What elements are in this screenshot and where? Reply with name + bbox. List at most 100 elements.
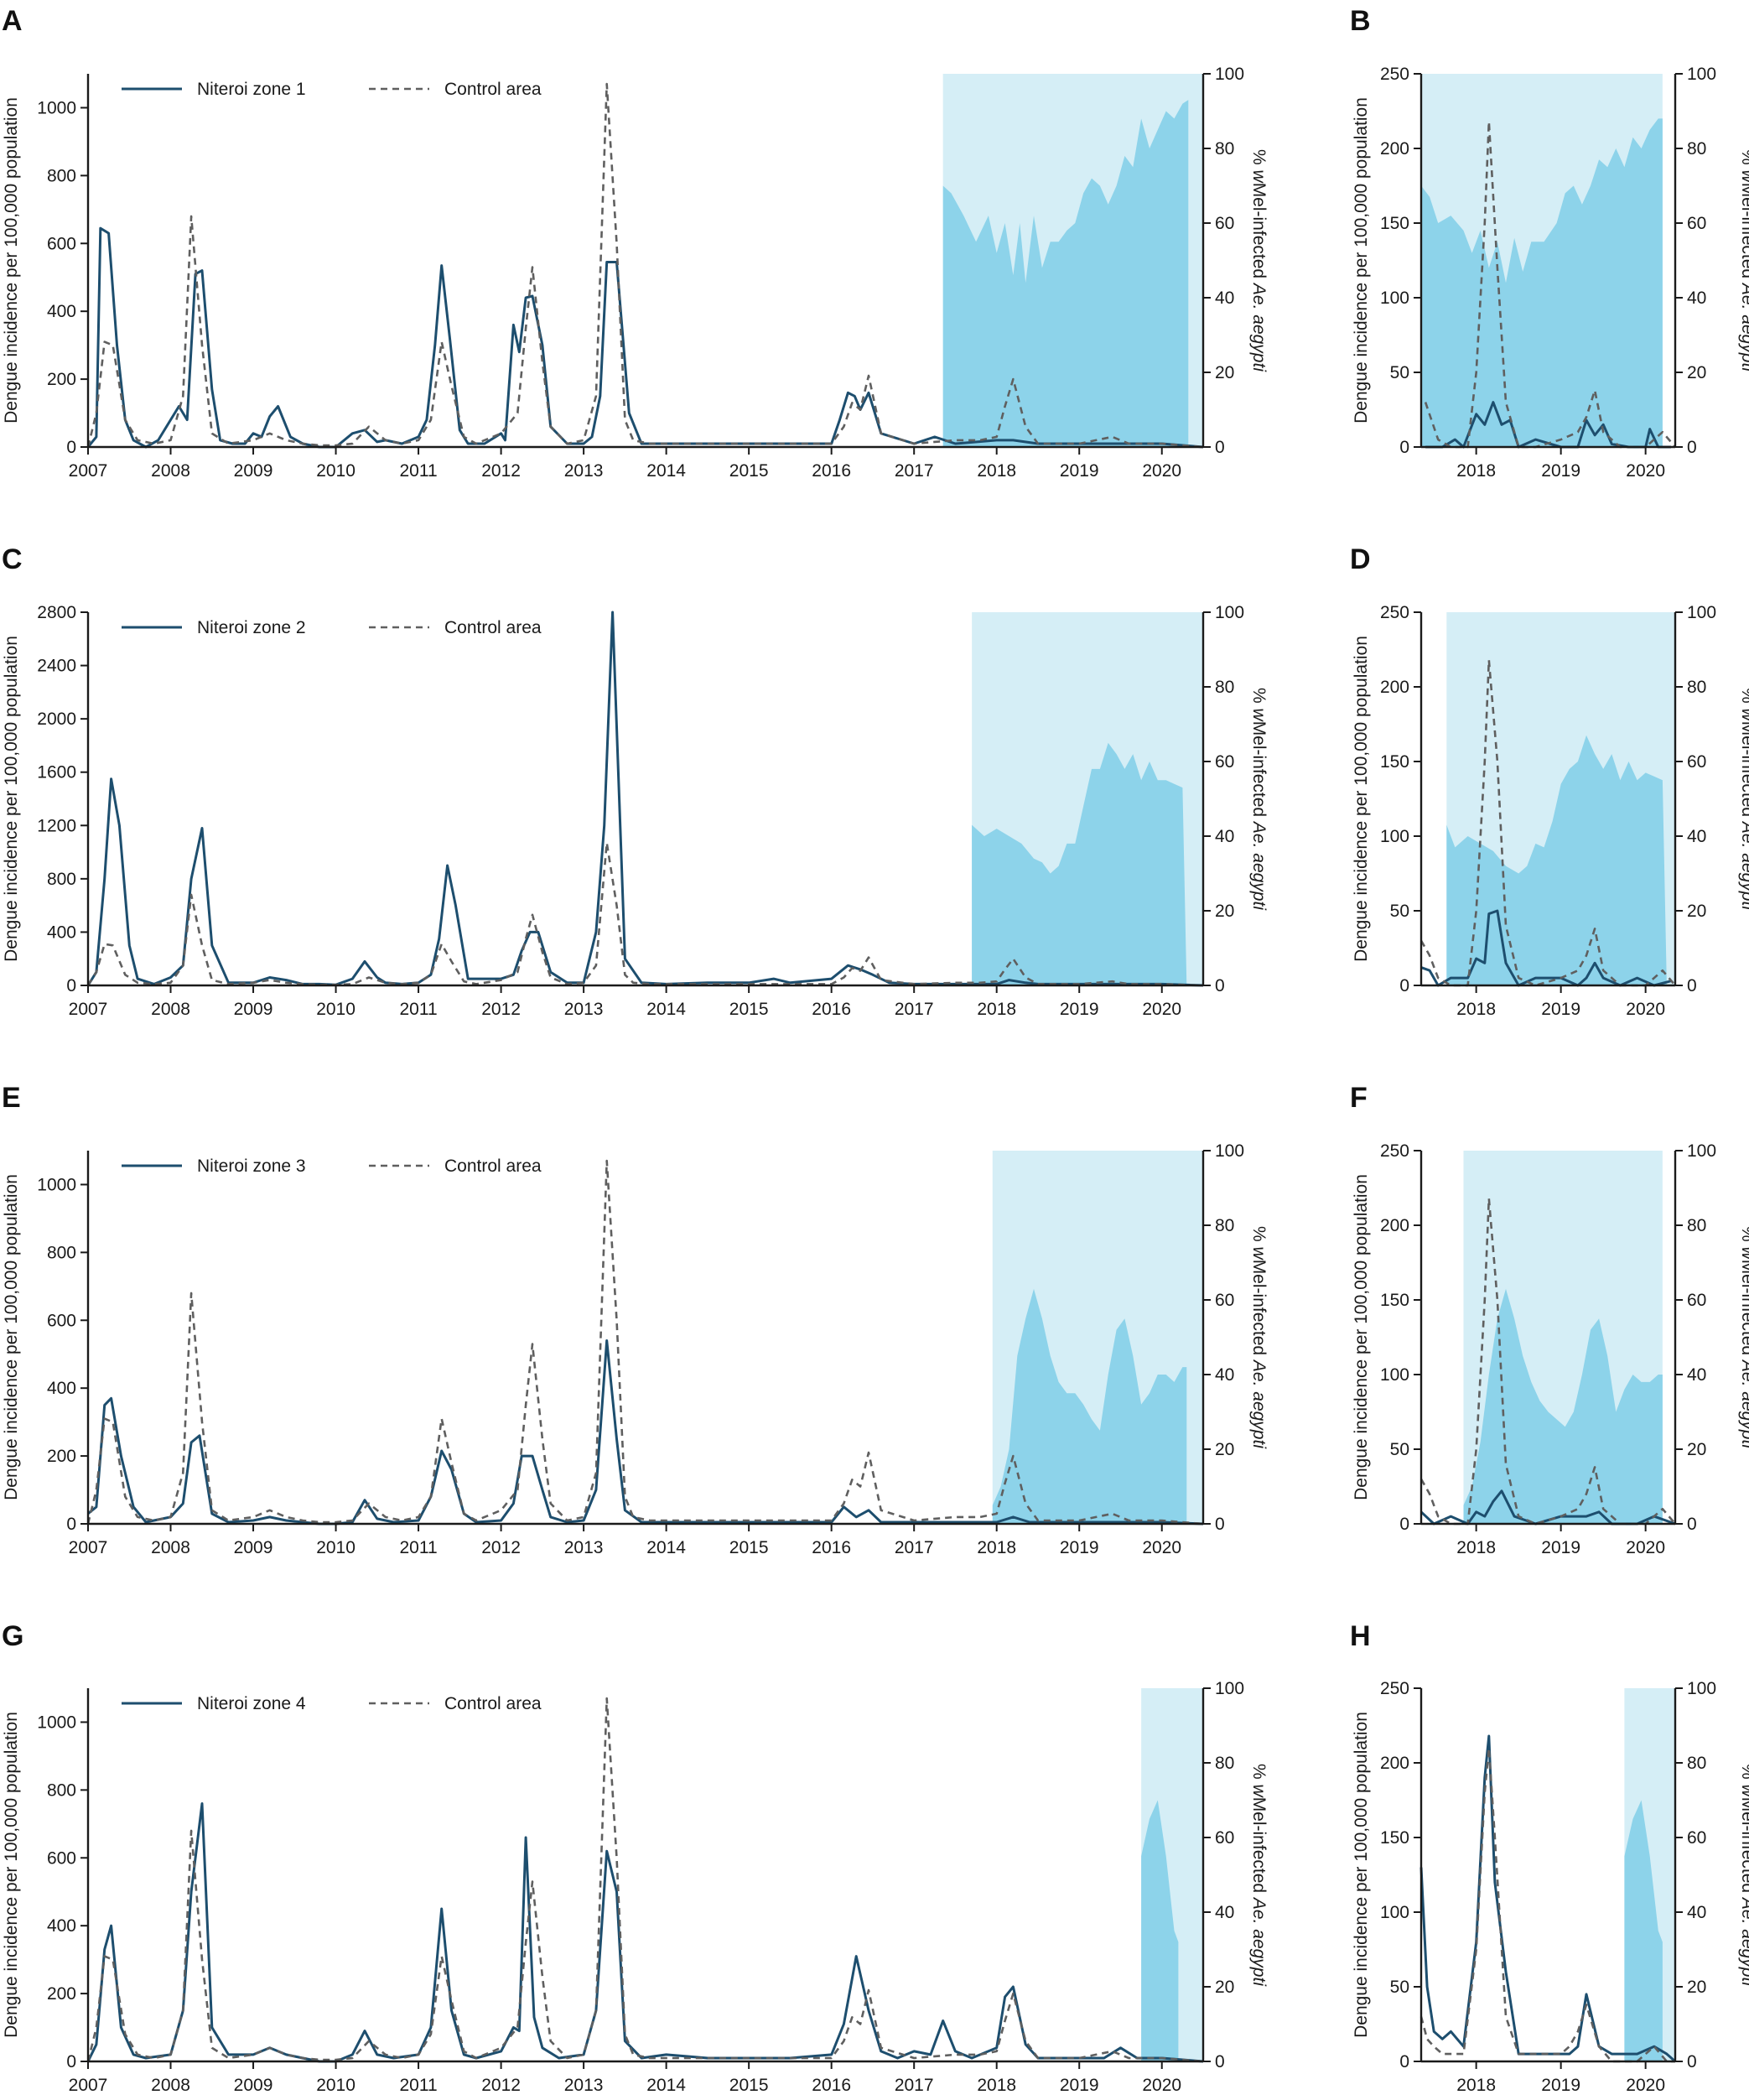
y2-tick-label: 0 bbox=[1687, 1515, 1697, 1534]
y2-tick-label: 100 bbox=[1687, 1679, 1716, 1698]
y-tick-label: 200 bbox=[47, 370, 76, 389]
y2-axis-title-part: % bbox=[1249, 1226, 1269, 1247]
x-tick-label: 2007 bbox=[69, 461, 108, 481]
x-tick-label: 2018 bbox=[977, 1538, 1016, 1557]
y2-axis-title-part: w bbox=[1249, 1247, 1269, 1261]
x-tick-label: 2012 bbox=[481, 1538, 521, 1557]
y2-axis-title: % wMel-infected Ae. aegypti bbox=[1249, 149, 1269, 372]
x-tick-label: 2011 bbox=[399, 461, 437, 481]
chart-panel-g: G 0 200 400 600 800 1000 0 20 40 60 80 100 2007 2008 20… bbox=[2, 1620, 1269, 2095]
y2-tick-label: 0 bbox=[1687, 976, 1697, 995]
y2-tick-label: 80 bbox=[1687, 139, 1706, 159]
y2-tick-label: 0 bbox=[1215, 2052, 1225, 2071]
y-tick-label: 0 bbox=[1399, 976, 1409, 995]
y2-axis-title-part: w bbox=[1738, 170, 1749, 185]
y-tick-label: 250 bbox=[1380, 603, 1409, 622]
x-tick-label: 2014 bbox=[646, 2076, 686, 2095]
y-tick-label: 1600 bbox=[37, 763, 76, 782]
y-tick-label: 0 bbox=[1399, 1515, 1409, 1534]
zone-incidence-line bbox=[86, 1802, 1204, 2063]
x-tick-label: 2016 bbox=[812, 2076, 851, 2095]
y2-axis-title: % wMel-infected Ae. aegypti bbox=[1249, 1764, 1269, 1987]
x-tick-label: 2014 bbox=[646, 461, 686, 481]
legend-zone-label: Niteroi zone 3 bbox=[197, 1157, 306, 1176]
y-tick-label: 0 bbox=[66, 976, 76, 995]
y2-tick-label: 40 bbox=[1215, 1903, 1234, 1922]
x-tick-label: 2016 bbox=[812, 1538, 851, 1557]
y2-tick-label: 60 bbox=[1687, 752, 1706, 772]
y2-tick-label: 80 bbox=[1215, 139, 1234, 159]
y2-tick-label: 80 bbox=[1215, 1754, 1234, 1773]
y2-tick-label: 80 bbox=[1215, 1216, 1234, 1235]
x-tick-label: 2020 bbox=[1142, 1538, 1181, 1557]
y2-tick-label: 60 bbox=[1215, 214, 1234, 233]
y-tick-label: 2800 bbox=[37, 603, 76, 622]
y-tick-label: 600 bbox=[47, 234, 76, 253]
y-tick-label: 50 bbox=[1390, 363, 1409, 382]
wmel-prevalence-area bbox=[1624, 1800, 1663, 2061]
y2-tick-label: 40 bbox=[1215, 827, 1234, 846]
y2-axis-title-part: % bbox=[1738, 1226, 1749, 1247]
y-tick-label: 800 bbox=[47, 1780, 76, 1800]
x-tick-label: 2014 bbox=[646, 1538, 686, 1557]
control-area-line bbox=[86, 841, 1204, 987]
y2-axis-title-part: w bbox=[1249, 709, 1269, 723]
y2-axis-title-part: Ae. aegypti bbox=[1249, 1896, 1269, 1987]
y2-tick-label: 0 bbox=[1215, 1515, 1225, 1534]
y2-axis-title-part: Mel-infected bbox=[1249, 183, 1269, 283]
x-tick-label: 2019 bbox=[1060, 1000, 1099, 1019]
y2-tick-label: 20 bbox=[1687, 1978, 1706, 1997]
y-tick-label: 1200 bbox=[37, 816, 76, 835]
x-tick-label: 2009 bbox=[234, 461, 273, 481]
legend-control-label: Control area bbox=[444, 1157, 542, 1176]
y-tick-label: 200 bbox=[1380, 1754, 1409, 1773]
control-area-line bbox=[86, 82, 1204, 449]
x-tick-label: 2020 bbox=[1142, 2076, 1181, 2095]
y-tick-label: 150 bbox=[1380, 1828, 1409, 1848]
y2-tick-label: 60 bbox=[1687, 1828, 1706, 1848]
x-tick-label: 2017 bbox=[895, 2076, 934, 2095]
chart-panel-a: A 0 200 400 600 800 1000 0 20 40 60 80 100 2007 2008 20… bbox=[2, 5, 1269, 481]
y-axis-title: Dengue incidence per 100,000 population bbox=[2, 1174, 21, 1500]
y2-axis-title: % wMel-infected Ae. aegypti bbox=[1738, 688, 1749, 911]
x-tick-label: 2010 bbox=[316, 461, 356, 481]
wmel-prevalence-area bbox=[972, 742, 1187, 985]
chart-panel-h: H 0 50 100 150 200 250 0 20 40 60 80 100 2018 2019 2020… bbox=[1350, 1620, 1749, 2095]
y2-axis-title-part: % bbox=[1249, 149, 1269, 170]
x-tick-label: 2008 bbox=[151, 2076, 190, 2095]
chart-panel-e: E 0 200 400 600 800 1000 0 20 40 60 80 100 2007 2008 20… bbox=[2, 1082, 1269, 1557]
x-tick-label: 2018 bbox=[1456, 1000, 1496, 1019]
y-tick-label: 150 bbox=[1380, 752, 1409, 772]
x-tick-label: 2019 bbox=[1541, 2076, 1580, 2095]
x-tick-label: 2014 bbox=[646, 1000, 686, 1019]
y-tick-label: 250 bbox=[1380, 1141, 1409, 1161]
y2-tick-label: 100 bbox=[1687, 1141, 1716, 1161]
x-tick-label: 2020 bbox=[1626, 1538, 1665, 1557]
x-tick-label: 2012 bbox=[481, 1000, 521, 1019]
panel-letter: D bbox=[1350, 543, 1371, 575]
zone-incidence-line bbox=[87, 1339, 1204, 1526]
y2-tick-label: 100 bbox=[1687, 603, 1716, 622]
x-tick-label: 2011 bbox=[399, 1538, 437, 1557]
x-tick-label: 2008 bbox=[151, 1000, 190, 1019]
y2-tick-label: 0 bbox=[1215, 438, 1225, 457]
x-tick-label: 2009 bbox=[234, 1538, 273, 1557]
chart-panel-d: D 0 50 100 150 200 250 0 20 40 60 80 100 2018 2019 2020… bbox=[1350, 543, 1749, 1019]
x-tick-label: 2008 bbox=[151, 1538, 190, 1557]
y2-axis-title-part: w bbox=[1249, 1785, 1269, 1799]
x-tick-label: 2015 bbox=[729, 461, 769, 481]
y2-axis-title-part: % bbox=[1738, 688, 1749, 709]
y2-axis-title: % wMel-infected Ae. aegypti bbox=[1249, 688, 1269, 911]
x-tick-label: 2007 bbox=[69, 1000, 108, 1019]
y2-axis-title-part: % bbox=[1249, 1764, 1269, 1785]
y2-tick-label: 0 bbox=[1687, 438, 1697, 457]
x-tick-label: 2013 bbox=[564, 2076, 604, 2095]
y2-tick-label: 20 bbox=[1687, 363, 1706, 382]
x-tick-label: 2010 bbox=[316, 2076, 356, 2095]
y-tick-label: 100 bbox=[1380, 827, 1409, 846]
y-tick-label: 800 bbox=[47, 1243, 76, 1262]
y2-axis-title-part: w bbox=[1738, 1247, 1749, 1261]
y2-axis-title-part: Ae. aegypti bbox=[1738, 282, 1749, 372]
y-tick-label: 50 bbox=[1390, 1440, 1409, 1459]
y2-tick-label: 0 bbox=[1215, 976, 1225, 995]
